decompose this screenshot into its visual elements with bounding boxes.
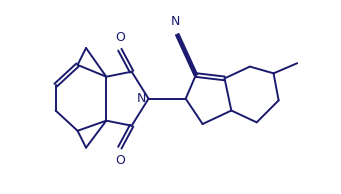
Text: O: O <box>115 31 125 44</box>
Text: N: N <box>136 92 146 105</box>
Text: O: O <box>115 154 125 167</box>
Text: N: N <box>171 15 180 28</box>
